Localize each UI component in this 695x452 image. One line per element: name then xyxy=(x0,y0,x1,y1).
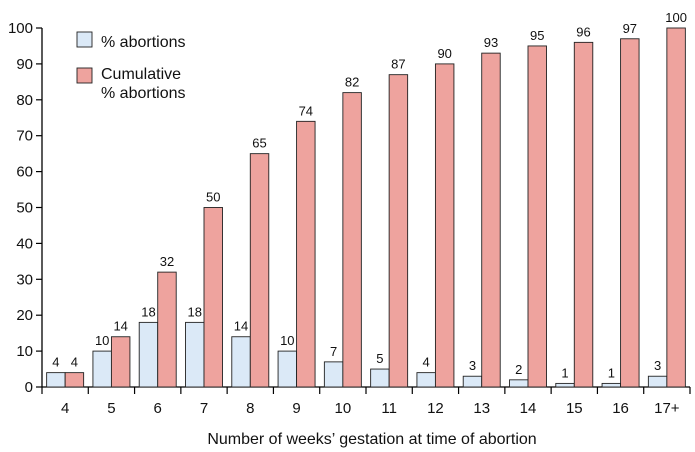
bars xyxy=(46,27,686,388)
y-tick-label: 80 xyxy=(16,92,33,109)
x-tick-label: 17+ xyxy=(654,400,680,417)
bar-cumulative-4 xyxy=(64,372,85,388)
bar-cumulative-13 xyxy=(481,52,501,388)
bar-percent-13 xyxy=(462,375,483,388)
label-percent-16: 1 xyxy=(608,365,615,380)
label-percent-9: 10 xyxy=(280,333,294,348)
label-percent-12: 4 xyxy=(423,355,430,370)
bar-percent-15 xyxy=(555,382,575,388)
label-percent-5: 10 xyxy=(95,333,109,348)
bar-percent-12 xyxy=(416,372,436,388)
y-tick-label: 50 xyxy=(16,200,33,217)
label-percent-17+: 3 xyxy=(654,358,661,373)
x-tick-label: 13 xyxy=(473,400,490,417)
label-cumulative-8: 65 xyxy=(252,136,266,151)
label-percent-10: 7 xyxy=(330,344,337,359)
bar-percent-11 xyxy=(370,368,390,388)
legend-label: Cumulative% abortions xyxy=(101,66,186,102)
bar-percent-10 xyxy=(323,361,344,388)
y-tick-label: 100 xyxy=(8,20,33,37)
x-tick-label: 6 xyxy=(154,400,162,417)
label-percent-13: 3 xyxy=(469,358,476,373)
label-cumulative-6: 32 xyxy=(160,254,174,269)
bar-percent-6 xyxy=(138,321,159,388)
bar-percent-14 xyxy=(509,379,529,388)
bar-cumulative-12 xyxy=(434,63,455,388)
bar-percent-4 xyxy=(46,372,66,388)
y-tick-label: 90 xyxy=(16,56,33,73)
y-tick-label: 60 xyxy=(16,164,33,181)
x-tick-label: 7 xyxy=(200,400,208,417)
x-tick-label: 5 xyxy=(107,400,115,417)
bar-percent-5 xyxy=(92,350,112,388)
legend-swatch xyxy=(76,67,93,84)
label-cumulative-7: 50 xyxy=(206,190,220,205)
x-tick-label: 11 xyxy=(381,400,397,417)
x-axis-title: Number of weeks’ gestation at time of ab… xyxy=(207,431,536,448)
label-cumulative-16: 97 xyxy=(623,21,637,36)
bar-cumulative-14 xyxy=(527,45,547,388)
y-tick-label: 70 xyxy=(16,128,33,145)
label-cumulative-12: 90 xyxy=(437,46,451,61)
bar-percent-7 xyxy=(185,321,205,388)
y-tick-label: 20 xyxy=(16,307,33,324)
x-tick-label: 16 xyxy=(612,400,629,417)
bar-cumulative-15 xyxy=(573,41,594,388)
bar-cumulative-8 xyxy=(249,153,270,388)
label-percent-6: 18 xyxy=(141,304,155,319)
bar-percent-16 xyxy=(601,382,622,388)
legend-swatch xyxy=(76,31,93,48)
label-cumulative-15: 96 xyxy=(576,24,590,39)
legend: % abortions Cumulative% abortions xyxy=(76,31,186,102)
y-tick-label: 40 xyxy=(16,235,33,252)
bar-percent-17+ xyxy=(647,375,668,388)
bar-cumulative-6 xyxy=(157,271,177,388)
bar-cumulative-9 xyxy=(296,120,316,388)
bar-cumulative-16 xyxy=(620,38,640,388)
legend-label: % abortions xyxy=(101,34,186,51)
y-tick-label: 0 xyxy=(25,379,33,396)
label-cumulative-4: 4 xyxy=(71,355,78,370)
x-axis: 4 5 6 7 8 9 10 11 12 13 14 15 16 17+ xyxy=(41,386,691,417)
bar-cumulative-7 xyxy=(203,207,223,388)
label-cumulative-17+: 100 xyxy=(665,10,687,25)
label-cumulative-13: 93 xyxy=(484,35,498,50)
label-cumulative-5: 14 xyxy=(113,319,127,334)
label-percent-8: 14 xyxy=(234,319,248,334)
bar-percent-9 xyxy=(277,350,298,388)
y-axis: 0 10 20 30 40 50 60 70 80 90 100 xyxy=(8,20,43,396)
label-cumulative-14: 95 xyxy=(530,28,544,43)
x-tick-label: 12 xyxy=(427,400,444,417)
label-percent-7: 18 xyxy=(188,304,202,319)
bar-cumulative-5 xyxy=(110,336,131,388)
bar-cumulative-17+ xyxy=(666,27,686,388)
label-percent-14: 2 xyxy=(515,362,522,377)
label-percent-15: 1 xyxy=(561,365,568,380)
label-cumulative-10: 82 xyxy=(345,75,359,90)
x-tick-label: 9 xyxy=(292,400,300,417)
y-tick-label: 10 xyxy=(16,343,33,360)
label-cumulative-9: 74 xyxy=(299,103,313,118)
bar-percent-8 xyxy=(231,336,251,388)
x-tick-label: 15 xyxy=(566,400,583,417)
label-cumulative-11: 87 xyxy=(391,57,405,72)
bar-cumulative-11 xyxy=(388,74,409,388)
y-tick-label: 30 xyxy=(16,271,33,288)
x-tick-label: 10 xyxy=(335,400,352,417)
label-percent-4: 4 xyxy=(52,355,59,370)
x-tick-label: 8 xyxy=(246,400,254,417)
x-tick-label: 4 xyxy=(61,400,69,417)
x-tick-label: 14 xyxy=(520,400,537,417)
bar-cumulative-10 xyxy=(342,92,362,388)
label-percent-11: 5 xyxy=(376,351,383,366)
